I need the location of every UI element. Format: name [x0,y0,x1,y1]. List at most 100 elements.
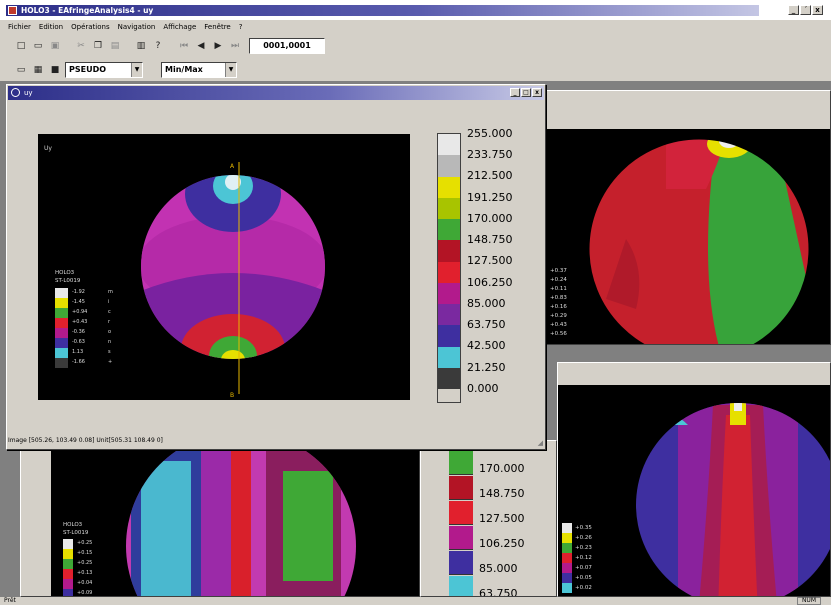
plot-area [546,129,830,344]
plot-area [558,385,830,596]
print-icon[interactable]: ▥ [136,41,146,51]
menu-operations[interactable]: Opérations [71,23,110,31]
toolbar-separator [125,39,131,53]
child-window-title: uy [24,89,33,97]
scale-combo[interactable]: Min/Max ▼ [161,61,237,78]
legend-value: +0.26 [575,535,592,541]
legend-value: -1.66 [72,359,85,365]
legend-swatch [562,553,572,563]
help-icon[interactable]: ? [155,41,161,51]
scale-combo-value: Min/Max [165,64,203,74]
chevron-down-icon[interactable]: ▼ [131,62,142,77]
toolbar-display: ▭ ▦ ■ PSEUDO ▼ Min/Max ▼ [0,58,831,82]
child-titlebar[interactable]: uy _ □ x [8,86,544,100]
fringe-map-bottom-right [636,403,830,596]
close-button[interactable]: x [532,88,542,97]
copy-icon[interactable]: ❐ [93,41,103,51]
menu-bar: Fichier Edition Opérations Navigation Af… [0,20,831,34]
fringe-map-top-right [588,138,810,344]
main-titlebar: HOLO3 - EAfringeAnalysis4 - uy _ ´ x [0,0,831,20]
child-window-bottom-right[interactable]: +0.35 +0.26 +0.23 +0.12 +0.07 +0.05 +0.0… [557,362,831,597]
minimize-button[interactable]: _ [510,88,520,97]
legend-value: +0.94 [72,309,88,315]
colorbar-swatch [438,197,460,219]
toolbar-separator [65,39,71,53]
maximize-button[interactable]: □ [521,88,531,97]
colorbar-swatch [438,240,460,262]
legend-value: +0.04 [77,580,93,586]
minimize-button[interactable]: _ [788,5,799,15]
window-controls: _ ´ x [788,5,823,15]
grid-view-icon[interactable]: ▦ [33,64,43,75]
colorbar-label: 127.500 [467,254,513,267]
legend-swatch [562,563,572,573]
legend-swatch [63,559,73,569]
legend-unit: r [108,319,111,325]
palette-combo-value: PSEUDO [69,64,107,74]
menu-fichier[interactable]: Fichier [8,23,31,31]
new-file-icon[interactable]: □ [16,41,26,51]
open-folder-icon[interactable]: ▭ [33,41,43,51]
colorbar-swatch [438,346,460,368]
child-window-bottom-middle[interactable]: 170.000 148.750 127.500 106.250 85.000 6… [420,440,557,597]
first-frame-icon[interactable]: ⏮ [179,41,189,51]
colorbar-swatch [449,476,473,500]
legend-swatch [55,358,68,368]
menu-fenetre[interactable]: Fenêtre [204,23,231,31]
colorbar-swatch [438,282,460,304]
colorbar-swatch [449,451,473,475]
status-text: Prêt [4,597,16,604]
cut-icon[interactable]: ✂ [77,41,85,51]
legend-value: +0.16 [550,304,567,310]
menu-navigation[interactable]: Navigation [117,23,156,31]
colorbar-label: 233.750 [467,148,513,161]
legend-unit: o [108,329,112,335]
legend-value: +0.02 [575,585,592,591]
colorbar-label: 42.500 [467,339,506,352]
legend-unit: c [108,309,111,315]
menu-help[interactable]: ? [238,23,243,31]
legend-value: +0.43 [72,319,88,325]
legend-swatch [562,543,572,553]
legend-swatch [55,318,68,328]
paste-icon[interactable]: ▤ [110,41,120,51]
legend-value: +0.23 [575,545,592,551]
active-child-window[interactable]: uy _ □ x Uy A B [6,84,546,450]
colorbar-label: 148.750 [479,487,525,500]
legend-value: +0.11 [550,286,567,292]
menu-edition[interactable]: Edition [38,23,64,31]
phase-map-image[interactable] [38,134,410,400]
colorbar-label: 127.500 [479,512,525,525]
legend-unit: n [108,339,112,345]
child-window-top-right[interactable]: +0.37 +0.24 +0.11 +0.83 +0.16 +0.29 +0.4… [537,90,831,345]
previous-frame-icon[interactable]: ◀ [197,41,205,51]
colorbar-label: 191.250 [467,191,513,204]
image-view-icon[interactable]: ▭ [16,64,26,75]
colorbar [437,133,461,403]
save-icon[interactable]: ▣ [50,41,60,51]
colorbar-swatch [438,155,460,177]
menu-affichage[interactable]: Affichage [163,23,197,31]
app-icon [8,6,17,15]
restore-button[interactable]: ´ [800,5,811,15]
colorbar-label: 148.750 [467,233,513,246]
child-window-bottom-left[interactable]: HOLO3 ST-L0019 +0.25 +0.15 +0.25 +0.13 +… [20,440,420,597]
legend-swatch [562,573,572,583]
fill-view-icon[interactable]: ■ [50,64,60,75]
palette-combo[interactable]: PSEUDO ▼ [65,61,143,78]
legend-swatch [562,533,572,543]
close-button[interactable]: x [812,5,823,15]
legend-value: -0.63 [72,339,85,345]
legend-unit: + [108,359,113,365]
next-frame-icon[interactable]: ▶ [214,41,222,51]
last-frame-icon[interactable]: ⏭ [230,41,240,51]
window-title: HOLO3 - EAfringeAnalysis4 - uy [21,6,154,15]
toolbar-separator [168,39,174,53]
resize-grip-icon[interactable]: ◢ [537,439,543,447]
colorbar-swatch [438,219,460,241]
chevron-down-icon[interactable]: ▼ [225,62,236,77]
colorbar-label: 21.250 [467,361,506,374]
legend-value: +0.56 [550,331,567,337]
colorbar-swatch [449,551,473,575]
colorbar-swatch [438,367,460,389]
